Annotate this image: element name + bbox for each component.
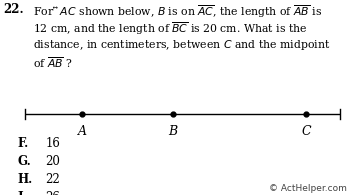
Text: G.: G. <box>18 155 31 168</box>
Text: © ActHelper.com: © ActHelper.com <box>269 184 346 193</box>
Text: 16: 16 <box>46 137 60 151</box>
Text: 26: 26 <box>46 191 60 195</box>
Text: B: B <box>169 125 178 138</box>
Text: J.: J. <box>18 191 26 195</box>
Text: F.: F. <box>18 137 29 151</box>
Text: 12 cm, and the length of $\overline{BC}$ is 20 cm. What is the: 12 cm, and the length of $\overline{BC}$… <box>33 20 308 37</box>
Text: 20: 20 <box>46 155 60 168</box>
Text: A: A <box>78 125 87 138</box>
Text: C: C <box>301 125 311 138</box>
Text: distance, in centimeters, between $C$ and the midpoint: distance, in centimeters, between $C$ an… <box>33 38 331 52</box>
Text: For $\overleftrightarrow{AC}$ shown below, $B$ is on $\overline{AC}$, the length: For $\overleftrightarrow{AC}$ shown belo… <box>33 3 322 20</box>
Text: 22: 22 <box>46 173 60 186</box>
Text: 22.: 22. <box>4 3 24 16</box>
Text: of $\overline{AB}$ ?: of $\overline{AB}$ ? <box>33 56 73 70</box>
Text: H.: H. <box>18 173 33 186</box>
